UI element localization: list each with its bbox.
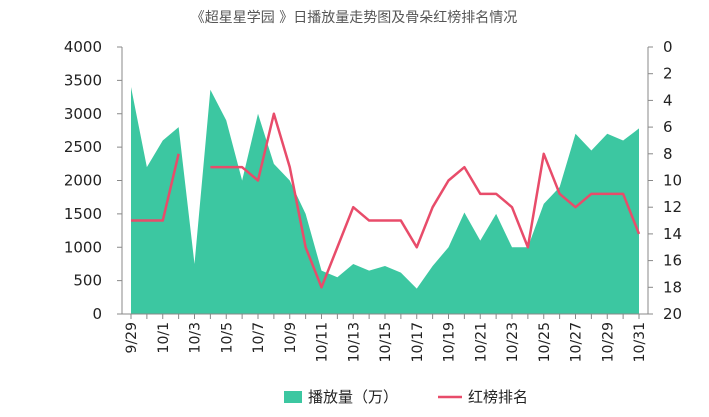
right-tick-label: 20 <box>663 305 682 323</box>
x-tick-label: 10/25 <box>537 322 553 362</box>
x-tick-label: 10/1 <box>156 322 172 353</box>
x-tick-label: 10/5 <box>219 322 235 353</box>
left-tick-label: 500 <box>73 272 102 290</box>
area-series-views <box>131 87 639 314</box>
x-tick-label: 10/21 <box>473 322 489 362</box>
right-tick-label: 6 <box>663 118 673 136</box>
chart-title: 《超星星学园 》日播放量走势图及骨朵红榜排名情况 <box>191 9 517 26</box>
left-tick-label: 4000 <box>64 38 102 56</box>
plot-area: 0 500 1000 1500 2000 2500 3000 3500 4000 0 2 4 6 8 10 1… <box>64 38 682 362</box>
line-series-rank <box>131 153 180 222</box>
left-tick-label: 2000 <box>64 172 102 190</box>
left-tick-label: 2500 <box>64 138 102 156</box>
legend: 播放量（万） 红榜排名 <box>284 388 528 406</box>
x-tick-label: 10/3 <box>188 322 204 353</box>
legend-label-views: 播放量（万） <box>308 388 398 406</box>
x-tick-label: 10/31 <box>632 322 648 362</box>
right-tick-label: 0 <box>663 38 673 56</box>
line-series-rank <box>210 112 641 289</box>
left-tick-label: 1000 <box>64 238 102 256</box>
left-tick-label: 0 <box>92 305 102 323</box>
x-tick-label: 9/29 <box>124 322 140 353</box>
x-tick-label: 10/17 <box>410 322 426 362</box>
x-tick-label: 10/19 <box>442 322 458 362</box>
x-tick-label: 10/27 <box>569 322 585 362</box>
right-tick-label: 12 <box>663 198 682 216</box>
right-tick-label: 10 <box>663 172 682 190</box>
x-tick-label: 10/15 <box>378 322 394 362</box>
x-tick-label: 10/23 <box>505 322 521 362</box>
x-tick-label: 10/29 <box>600 322 616 362</box>
left-tick-label: 3500 <box>64 71 102 89</box>
right-tick-label: 18 <box>663 278 682 296</box>
right-tick-label: 16 <box>663 252 682 270</box>
legend-swatch-views <box>284 391 302 403</box>
right-tick-label: 8 <box>663 145 673 163</box>
right-tick-label: 2 <box>663 65 673 83</box>
x-tick-label: 10/7 <box>251 322 267 353</box>
left-tick-label: 1500 <box>64 205 102 223</box>
x-tick-label: 10/11 <box>315 322 331 362</box>
x-tick-label: 10/9 <box>283 322 299 353</box>
x-tick-label: 10/13 <box>346 322 362 362</box>
right-tick-label: 14 <box>663 225 682 243</box>
left-tick-label: 3000 <box>64 105 102 123</box>
legend-label-rank: 红榜排名 <box>468 388 528 406</box>
right-tick-label: 4 <box>663 91 673 109</box>
